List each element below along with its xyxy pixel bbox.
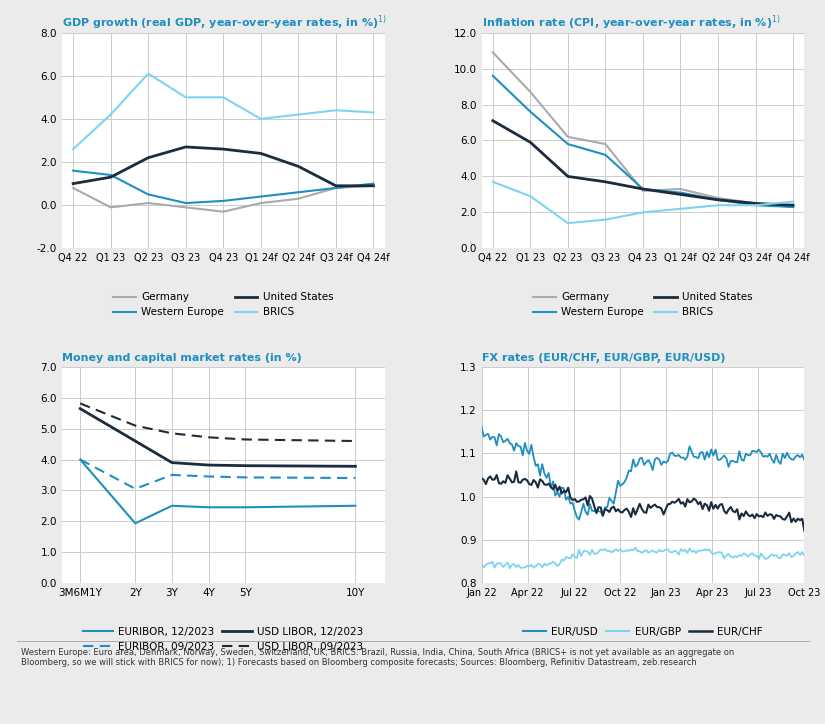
Legend: Germany, Western Europe, United States, BRICS: Germany, Western Europe, United States, … xyxy=(109,288,337,321)
Text: Western Europe: Euro area, Denmark, Norway, Sweden, Switzerland, UK; BRICS: Braz: Western Europe: Euro area, Denmark, Norw… xyxy=(21,648,734,668)
Legend: EURIBOR, 12/2023, EURIBOR, 09/2023, USD LIBOR, 12/2023, USD LIBOR, 09/2023: EURIBOR, 12/2023, EURIBOR, 09/2023, USD … xyxy=(79,623,367,656)
Text: FX rates (EUR/CHF, EUR/GBP, EUR/USD): FX rates (EUR/CHF, EUR/GBP, EUR/USD) xyxy=(482,353,725,363)
Text: Inflation rate (CPI, year-over-year rates, in %)$^{1)}$: Inflation rate (CPI, year-over-year rate… xyxy=(482,14,780,33)
Legend: EUR/USD, EUR/GBP, EUR/CHF: EUR/USD, EUR/GBP, EUR/CHF xyxy=(519,623,767,641)
Legend: Germany, Western Europe, United States, BRICS: Germany, Western Europe, United States, … xyxy=(529,288,757,321)
Text: GDP growth (real GDP, year-over-year rates, in %)$^{1)}$: GDP growth (real GDP, year-over-year rat… xyxy=(62,14,387,33)
Text: Money and capital market rates (in %): Money and capital market rates (in %) xyxy=(62,353,302,363)
